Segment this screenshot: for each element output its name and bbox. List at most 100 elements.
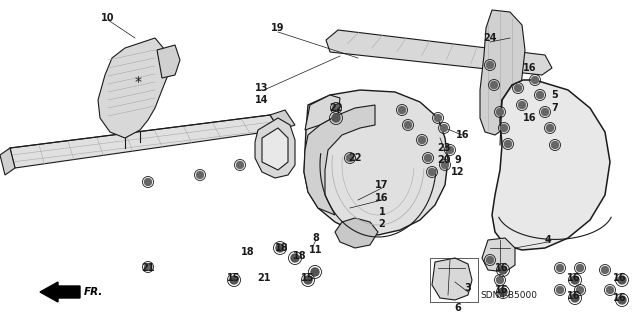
Polygon shape	[10, 115, 280, 168]
Circle shape	[399, 107, 406, 114]
Text: 1: 1	[379, 207, 385, 217]
Polygon shape	[335, 218, 378, 248]
Circle shape	[291, 254, 299, 262]
Polygon shape	[482, 238, 515, 272]
Text: 24: 24	[483, 33, 497, 43]
Circle shape	[571, 294, 579, 302]
Polygon shape	[40, 282, 80, 302]
Text: 3: 3	[465, 283, 472, 293]
Circle shape	[618, 276, 626, 284]
Text: 16: 16	[613, 293, 627, 303]
Circle shape	[419, 137, 426, 143]
Circle shape	[404, 122, 412, 129]
Circle shape	[486, 257, 493, 263]
Circle shape	[490, 82, 497, 89]
Polygon shape	[432, 258, 472, 300]
Circle shape	[276, 244, 284, 252]
Text: 10: 10	[101, 13, 115, 23]
Circle shape	[230, 276, 238, 284]
Text: 8: 8	[312, 233, 319, 243]
Text: 23: 23	[437, 143, 451, 153]
Circle shape	[499, 288, 507, 296]
Text: 16: 16	[567, 273, 580, 283]
Circle shape	[196, 172, 204, 179]
Polygon shape	[480, 10, 525, 135]
Text: 16: 16	[613, 273, 627, 283]
Text: 18: 18	[241, 247, 255, 257]
Text: 19: 19	[271, 23, 285, 33]
Polygon shape	[255, 118, 295, 178]
Text: 14: 14	[255, 95, 269, 105]
Circle shape	[145, 263, 152, 270]
Circle shape	[577, 265, 584, 271]
Polygon shape	[262, 128, 288, 170]
Circle shape	[440, 124, 447, 132]
Circle shape	[547, 124, 554, 132]
Circle shape	[500, 124, 508, 132]
Circle shape	[577, 286, 584, 293]
Circle shape	[531, 76, 538, 84]
Circle shape	[518, 101, 525, 108]
Text: 11: 11	[309, 245, 323, 255]
Circle shape	[602, 267, 609, 274]
Circle shape	[497, 276, 504, 284]
Text: 15: 15	[301, 273, 315, 283]
Circle shape	[541, 108, 548, 116]
Circle shape	[504, 140, 511, 148]
Text: FR.: FR.	[84, 287, 104, 297]
Circle shape	[429, 169, 435, 175]
Circle shape	[447, 147, 454, 154]
Text: 6: 6	[454, 303, 461, 313]
Text: 13: 13	[255, 83, 269, 93]
Polygon shape	[157, 45, 180, 78]
Text: 15: 15	[227, 273, 241, 283]
Circle shape	[515, 84, 522, 92]
Text: 7: 7	[552, 103, 558, 113]
Polygon shape	[305, 95, 340, 130]
Text: 17: 17	[375, 180, 388, 190]
Circle shape	[311, 268, 319, 276]
Circle shape	[304, 276, 312, 284]
Text: 21: 21	[257, 273, 271, 283]
Circle shape	[442, 162, 449, 169]
Circle shape	[571, 276, 579, 284]
Text: 16: 16	[375, 193, 388, 203]
Text: 22: 22	[329, 103, 343, 113]
Text: 21: 21	[141, 263, 155, 273]
Text: 16: 16	[495, 285, 509, 295]
Text: 4: 4	[545, 235, 552, 245]
Polygon shape	[304, 90, 448, 235]
Circle shape	[346, 155, 353, 162]
Text: 20: 20	[437, 155, 451, 165]
Circle shape	[607, 286, 614, 293]
Text: 18: 18	[275, 243, 289, 253]
Polygon shape	[98, 38, 170, 138]
Text: 12: 12	[451, 167, 465, 177]
Circle shape	[333, 105, 339, 111]
Circle shape	[424, 155, 431, 162]
Circle shape	[499, 266, 507, 274]
Polygon shape	[492, 80, 610, 250]
Circle shape	[552, 141, 559, 148]
Text: 16: 16	[456, 130, 470, 140]
Text: 16: 16	[495, 263, 509, 273]
Text: 9: 9	[454, 155, 461, 165]
Circle shape	[332, 114, 340, 122]
Polygon shape	[0, 148, 15, 175]
Circle shape	[435, 115, 442, 122]
Polygon shape	[326, 30, 552, 75]
Text: SDN4-B5000: SDN4-B5000	[480, 291, 537, 300]
Circle shape	[536, 92, 543, 99]
Polygon shape	[304, 105, 375, 215]
Circle shape	[557, 286, 563, 293]
Circle shape	[486, 61, 493, 68]
Polygon shape	[270, 110, 295, 130]
Text: 16: 16	[524, 63, 537, 73]
Text: *: *	[134, 75, 141, 89]
Text: 18: 18	[293, 251, 307, 261]
Text: 22: 22	[348, 153, 362, 163]
Text: 16: 16	[524, 113, 537, 123]
Circle shape	[497, 108, 504, 116]
Circle shape	[618, 296, 626, 304]
Circle shape	[557, 265, 563, 271]
